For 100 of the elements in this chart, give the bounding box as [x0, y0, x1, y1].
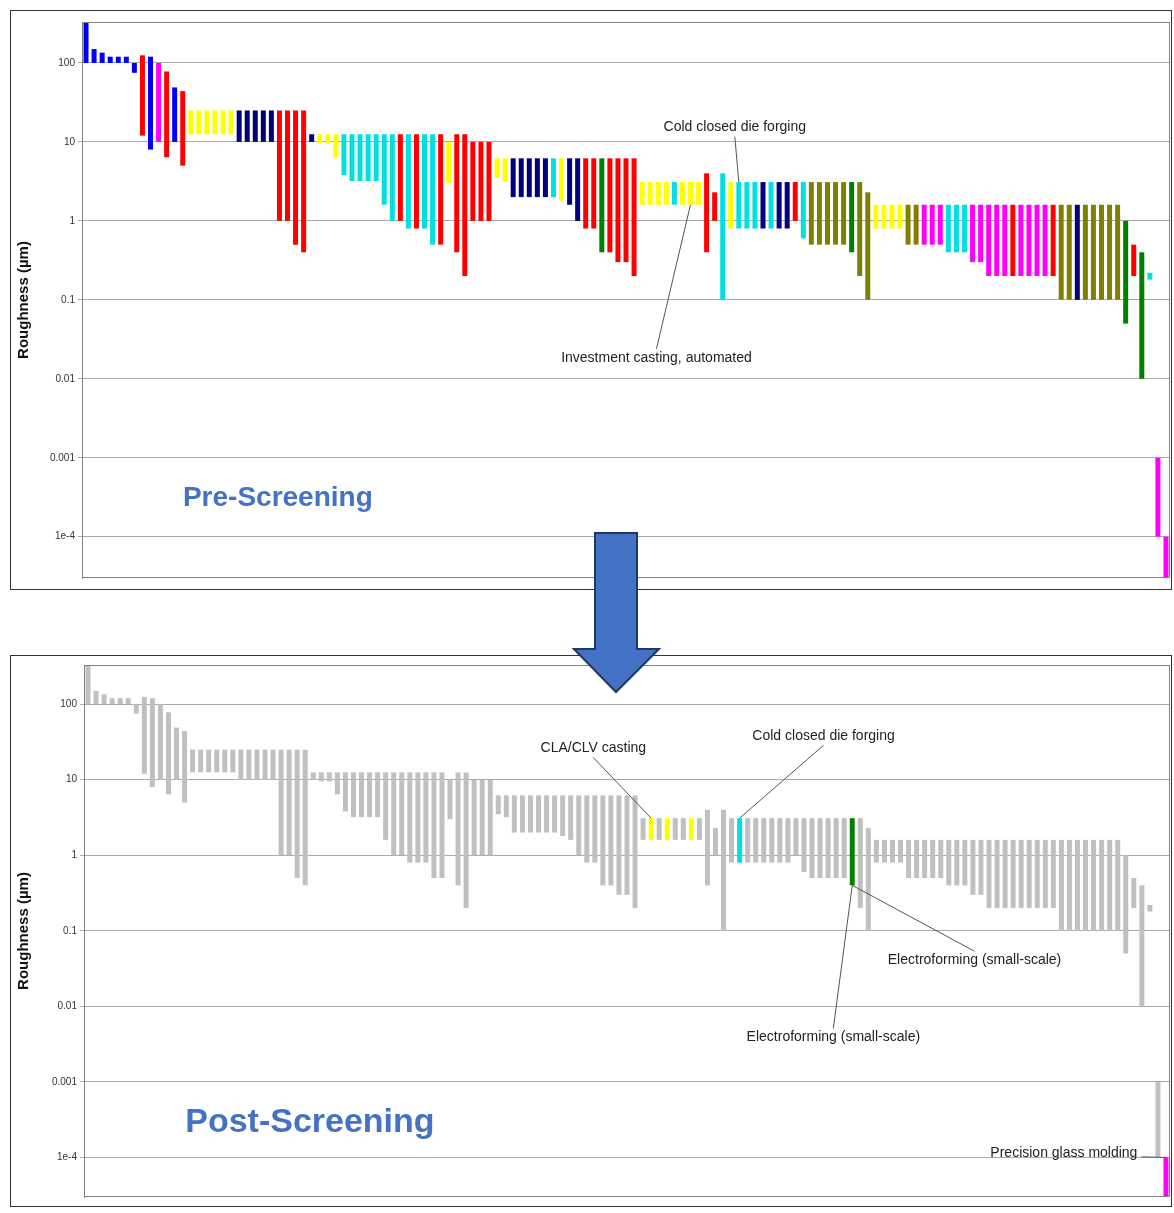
bar	[785, 818, 791, 863]
annotation: Precision glass molding	[990, 1143, 1138, 1160]
bar	[486, 141, 492, 221]
bar	[174, 727, 180, 780]
bar	[536, 795, 542, 833]
y-tick-label: 0.001	[49, 451, 76, 463]
bar	[117, 698, 123, 705]
annotation: CLA/CLV casting	[540, 739, 647, 756]
bar	[333, 134, 339, 158]
bar	[921, 204, 927, 245]
bar	[833, 182, 839, 245]
bar	[1042, 839, 1048, 909]
bar	[188, 110, 194, 135]
bar	[141, 696, 147, 774]
bar	[373, 134, 379, 181]
bar	[294, 749, 300, 879]
bar	[680, 818, 686, 840]
bar	[1074, 204, 1080, 300]
bar	[198, 749, 204, 773]
bar	[1050, 204, 1056, 277]
bar	[285, 110, 291, 221]
bar	[131, 62, 137, 73]
bar	[260, 110, 266, 142]
bar	[696, 182, 702, 205]
bar	[897, 204, 903, 229]
bar	[841, 818, 847, 879]
bar	[252, 110, 258, 142]
bar	[157, 704, 163, 780]
annotation: Cold closed die forging	[663, 118, 807, 135]
bar	[156, 62, 162, 142]
y-tick-label: 0.01	[57, 1000, 78, 1012]
bar	[833, 818, 839, 879]
bar	[945, 204, 951, 253]
bar	[526, 158, 532, 198]
bar	[1050, 839, 1056, 909]
bar	[1034, 839, 1040, 909]
bar	[1099, 839, 1105, 931]
bar	[389, 134, 395, 221]
bar	[1123, 855, 1129, 954]
bar	[721, 809, 727, 931]
bar	[423, 772, 429, 863]
bar	[1091, 839, 1097, 931]
y-tick-label: 1	[71, 849, 78, 861]
bar	[494, 158, 500, 178]
bar	[519, 795, 525, 833]
bar	[1074, 839, 1080, 931]
bar	[125, 698, 131, 705]
bar	[720, 173, 726, 300]
bar	[986, 204, 992, 277]
bar	[367, 772, 373, 818]
bar	[1131, 878, 1137, 909]
y-tick-label: 1e-4	[56, 1151, 78, 1163]
bar	[478, 141, 484, 221]
bar	[270, 749, 276, 780]
bar	[713, 827, 718, 856]
bar	[1026, 204, 1032, 277]
bar	[873, 839, 879, 863]
y-tick-label: 0.1	[61, 293, 76, 305]
bar	[784, 182, 790, 229]
bar	[439, 772, 445, 879]
bar	[278, 749, 284, 856]
bar	[302, 749, 308, 886]
bar	[1115, 204, 1121, 300]
bar	[937, 204, 943, 245]
bar	[1066, 204, 1072, 300]
bar	[246, 749, 252, 780]
bar	[317, 134, 323, 144]
bar	[849, 182, 855, 253]
bar	[172, 87, 178, 142]
bar	[962, 839, 968, 886]
bar	[495, 795, 501, 815]
bar	[455, 772, 461, 886]
bar	[196, 110, 202, 135]
bar	[204, 110, 210, 135]
bar	[212, 110, 218, 135]
bar	[575, 158, 581, 221]
bar	[687, 182, 693, 205]
bar	[639, 182, 645, 205]
bar	[769, 818, 775, 863]
bar	[1131, 244, 1137, 277]
bar	[576, 795, 582, 856]
annotation: Electroforming (small-scale)	[887, 951, 1062, 968]
bar	[1042, 204, 1048, 277]
bar	[359, 772, 365, 818]
bar	[463, 772, 469, 909]
bar	[929, 204, 935, 245]
bar	[351, 772, 356, 818]
bar	[632, 795, 638, 909]
bar	[542, 158, 548, 198]
bar	[180, 91, 186, 166]
bar	[857, 182, 863, 277]
bar	[745, 818, 751, 863]
bar	[808, 182, 814, 245]
bar	[447, 779, 453, 820]
bar	[511, 795, 517, 833]
bar	[1147, 904, 1153, 912]
bar	[422, 134, 428, 229]
bar	[107, 56, 113, 63]
bar	[550, 158, 556, 198]
bar	[407, 772, 413, 863]
